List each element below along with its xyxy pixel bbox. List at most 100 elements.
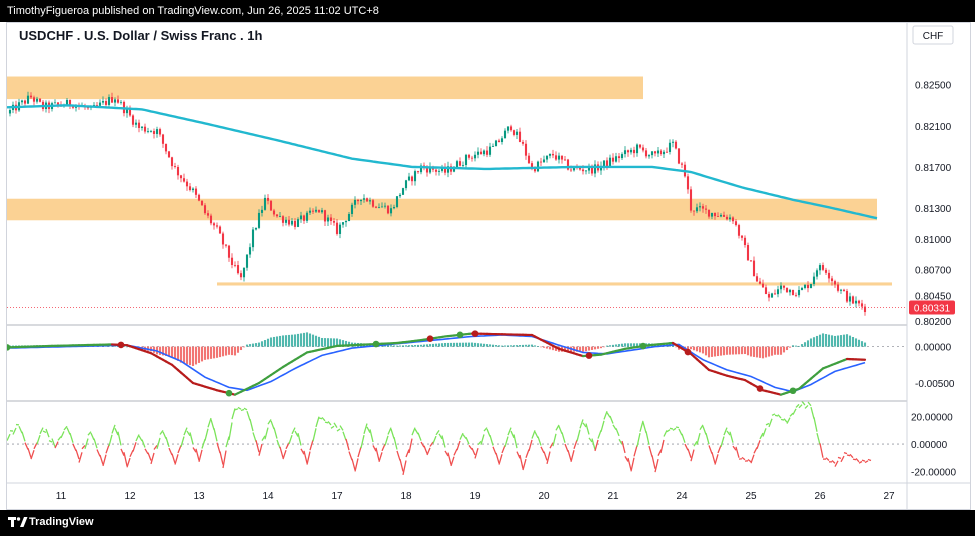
momentum-line-segment: [627, 457, 632, 471]
candle-body: [284, 219, 288, 223]
histogram-bar: [839, 335, 843, 347]
candle-body: [488, 146, 492, 155]
momentum-line-segment: [231, 408, 236, 420]
momentum-line-segment: [696, 432, 701, 445]
candle-body: [293, 220, 297, 227]
momentum-line-segment: [477, 440, 482, 446]
momentum-line-segment: [564, 443, 569, 452]
momentum-line-segment: [216, 442, 221, 454]
histogram-bar: [692, 346, 696, 351]
candle-body: [551, 153, 555, 156]
histogram-bar: [452, 342, 456, 347]
momentum-line-segment: [81, 444, 86, 450]
momentum-line-segment: [537, 436, 542, 446]
histogram-bar: [809, 338, 813, 347]
candle-body: [155, 129, 159, 134]
momentum-line-segment: [576, 429, 581, 442]
candle-body: [458, 161, 462, 166]
momentum-line-segment: [816, 432, 821, 445]
histogram-bar: [578, 346, 582, 352]
chart-canvas[interactable]: 0.80331 0.82500 0.82100 0.81700 0.81300 0.810…: [7, 23, 970, 509]
time-tick-label: 25: [745, 491, 757, 502]
candle-body: [602, 160, 606, 167]
candle-body: [737, 225, 741, 236]
momentum-line-segment: [666, 429, 671, 433]
candle-body: [680, 163, 684, 165]
candle-body: [662, 151, 666, 155]
histogram-bar: [443, 342, 447, 347]
candle-body: [791, 289, 795, 296]
candle-body: [533, 167, 537, 172]
momentum-line-segment: [846, 454, 851, 457]
histogram-bar: [182, 346, 186, 364]
candle-body: [806, 284, 810, 289]
histogram-bar: [203, 346, 207, 360]
candle-body: [434, 169, 438, 172]
histogram-bar: [206, 346, 210, 360]
candle-body: [470, 157, 474, 159]
momentum-line-segment: [741, 456, 746, 461]
momentum-line-segment: [792, 408, 797, 415]
currency-badge[interactable]: [912, 25, 954, 45]
momentum-line-segment: [369, 429, 374, 443]
candle-body: [23, 100, 27, 104]
histogram-bar: [788, 346, 792, 348]
histogram-bar: [296, 333, 300, 347]
chart-title: USDCHF . U.S. Dollar / Swiss Franc . 1h: [19, 28, 263, 43]
histogram-bar: [689, 346, 693, 350]
momentum-line-segment: [210, 419, 215, 430]
momentum-line-segment: [759, 432, 764, 440]
histogram-bar: [617, 344, 621, 347]
histogram-bar: [782, 346, 786, 353]
momentum-line-segment: [102, 454, 107, 467]
candle-body: [572, 167, 576, 171]
momentum-line-segment: [795, 403, 800, 408]
momentum-line-segment: [159, 429, 164, 435]
histogram-bar: [764, 346, 768, 358]
candle-body: [677, 148, 681, 164]
momentum-line-segment: [258, 443, 263, 456]
candle-body: [773, 293, 777, 295]
momentum-line-segment: [780, 418, 785, 421]
candle-body: [686, 176, 690, 190]
price-tick-label: 0.81300: [915, 204, 952, 215]
histogram-bar: [467, 342, 471, 347]
candle-body: [320, 210, 324, 213]
candle-body: [263, 197, 267, 210]
histogram-bar: [407, 345, 411, 347]
histogram-bar: [416, 344, 420, 347]
candle-body: [854, 300, 858, 304]
candle-body: [563, 159, 567, 161]
candle-body: [635, 144, 639, 154]
candle-body: [548, 153, 552, 156]
histogram-bar: [437, 343, 441, 347]
candle-body: [752, 260, 756, 277]
crossover-marker: [426, 335, 434, 343]
histogram-bar: [812, 337, 816, 347]
momentum-line-segment: [681, 433, 686, 443]
momentum-line-segment: [702, 426, 707, 435]
candle-body: [515, 131, 519, 135]
candle-body: [206, 213, 210, 216]
candle-body: [851, 296, 855, 304]
momentum-line-segment: [603, 410, 608, 420]
histogram-bar: [848, 335, 852, 347]
candle-body: [530, 163, 534, 168]
candle-body: [212, 223, 216, 226]
histogram-bar: [305, 332, 309, 347]
momentum-line-segment: [513, 434, 518, 449]
histogram-bar: [167, 346, 171, 357]
candle-body: [560, 155, 564, 160]
momentum-line-segment: [579, 419, 584, 429]
momentum-layer: [7, 400, 907, 475]
histogram-bar: [476, 343, 480, 347]
candle-body: [500, 138, 504, 143]
momentum-line-segment: [21, 431, 26, 442]
momentum-line-segment: [708, 445, 713, 454]
histogram-bar: [479, 343, 483, 347]
momentum-line-segment: [486, 428, 491, 437]
candle-body: [170, 157, 174, 167]
momentum-tick-label: 20.00000: [911, 413, 953, 424]
candle-body: [128, 109, 132, 116]
momentum-line-segment: [747, 458, 752, 463]
